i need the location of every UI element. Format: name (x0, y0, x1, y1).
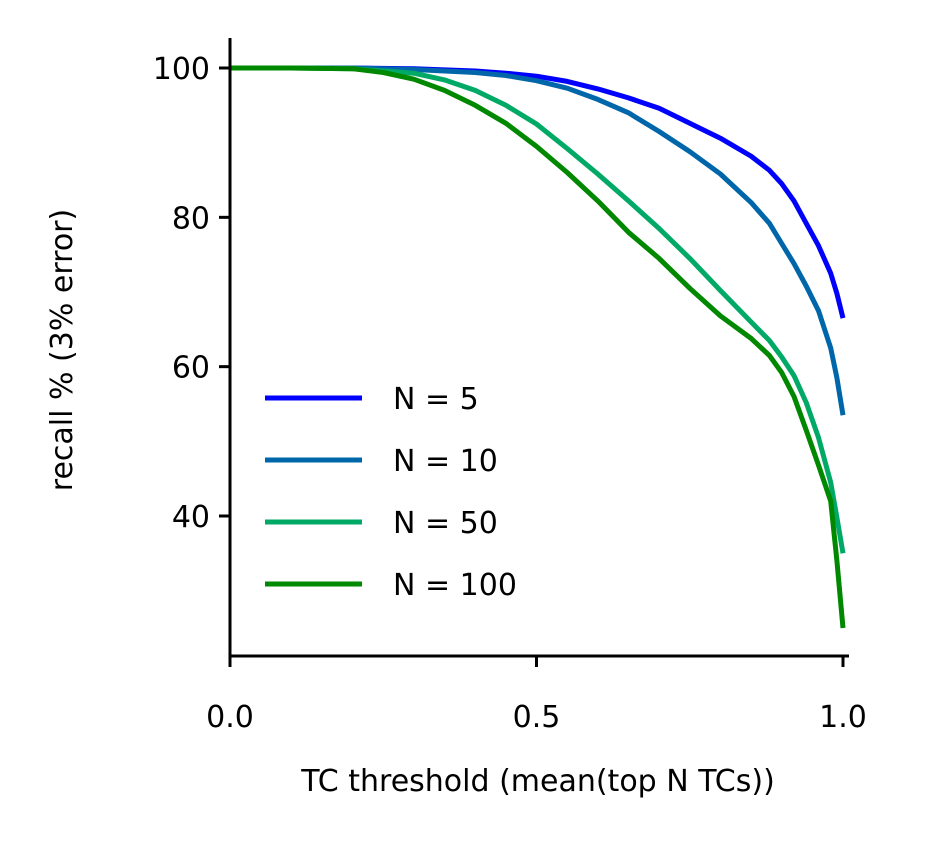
legend-label: N = 10 (393, 444, 498, 479)
series-line-2 (230, 65, 846, 416)
series-layer (230, 65, 846, 629)
legend-label: N = 5 (393, 382, 479, 417)
series-line-4 (230, 65, 846, 629)
x-tick-label: 1.0 (819, 700, 867, 735)
axes: 0.0 0.5 1.0 40 60 80 100 TC threshold (mean(t… (45, 38, 867, 799)
x-axis-label: TC threshold (mean(top N TCs)) (300, 764, 775, 799)
legend-label: N = 50 (393, 506, 498, 541)
series-line-1 (230, 65, 846, 319)
y-axis-label: recall % (3% error) (45, 209, 80, 491)
x-tick-label: 0.5 (513, 700, 561, 735)
series-line-3 (230, 65, 846, 554)
legend: N = 5 N = 10 N = 50 N = 100 (265, 382, 517, 603)
y-tick-label: 80 (172, 201, 210, 236)
x-ticks: 0.0 0.5 1.0 (206, 656, 867, 735)
y-tick-label: 60 (172, 351, 210, 386)
x-tick-label: 0.0 (206, 700, 254, 735)
y-tick-label: 100 (153, 52, 210, 87)
y-tick-label: 40 (172, 500, 210, 535)
legend-label: N = 100 (393, 568, 517, 603)
y-ticks: 40 60 80 100 (153, 52, 230, 535)
